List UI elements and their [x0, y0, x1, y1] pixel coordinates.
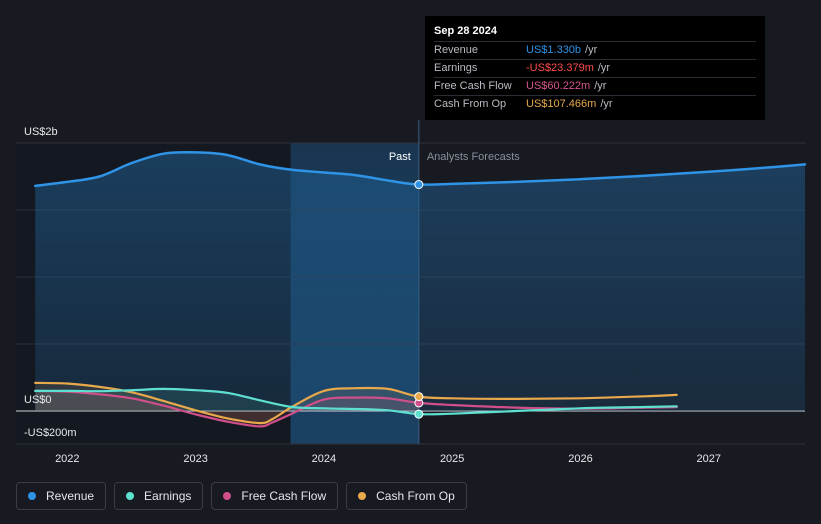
cash-from-op-line — [34, 381, 678, 425]
tooltip-row-earnings: Earnings -US$23.379m /yr — [434, 59, 756, 77]
x-tick-label: 2024 — [312, 453, 336, 465]
tooltip-row-cash-from-op: Cash From Op US$107.466m /yr — [434, 95, 756, 113]
legend-item-earnings[interactable]: Earnings — [114, 482, 204, 510]
x-tick-label: 2027 — [697, 453, 721, 465]
tooltip-row-revenue: Revenue US$1.330b /yr — [434, 41, 756, 59]
tooltip-label: Revenue — [434, 44, 479, 56]
free-cash-flow-dot-icon — [223, 492, 232, 500]
revenue-marker — [414, 180, 424, 190]
chart-canvas: US$2b US$0 -US$200m 2022 2023 2024 2025 2026 202… — [16, 120, 807, 465]
revenue-area — [35, 152, 805, 412]
y-tick-label: US$2b — [24, 126, 58, 138]
x-tick-label: 2026 — [568, 453, 592, 465]
earnings-dot-icon — [126, 492, 135, 500]
legend-label: Free Cash Flow — [241, 489, 327, 503]
free-cash-flow-area — [35, 390, 419, 427]
revenue-line — [33, 150, 807, 188]
tooltip-date: Sep 28 2024 — [434, 25, 497, 37]
tooltip-unit: /yr — [597, 62, 611, 74]
x-tick-label: 2022 — [55, 453, 79, 465]
tooltip-value: US$107.466m — [526, 98, 597, 110]
legend-label: Cash From Op — [376, 489, 455, 503]
x-tick-label: 2025 — [440, 453, 464, 465]
tooltip-unit: /yr — [600, 98, 613, 110]
tooltip-value: -US$23.379m — [526, 62, 594, 74]
past-label: Past — [389, 151, 411, 163]
y-tick-label: US$0 — [24, 394, 52, 406]
tooltip-unit: /yr — [594, 80, 607, 92]
legend-item-revenue[interactable]: Revenue — [16, 482, 107, 510]
legend-label: Earnings — [144, 489, 192, 503]
y-tick-label: -US$200m — [24, 427, 77, 439]
tooltip-label: Cash From Op — [434, 98, 507, 110]
earnings-area — [35, 388, 419, 415]
free-cash-flow-line — [34, 389, 678, 428]
tooltip: Sep 28 2024 Revenue US$1.330b /yr Earnin… — [425, 16, 765, 120]
earnings-line — [34, 387, 678, 416]
tooltip-label: Earnings — [434, 62, 478, 74]
legend-item-cash-from-op[interactable]: Cash From Op — [346, 482, 467, 510]
tooltip-label: Free Cash Flow — [434, 80, 512, 92]
tooltip-value: US$60.222m — [526, 80, 591, 92]
tooltip-unit: /yr — [585, 44, 598, 56]
earnings-marker — [414, 409, 424, 419]
tooltip-row-free-cash-flow: Free Cash Flow US$60.222m /yr — [434, 77, 756, 95]
revenue-dot-icon — [28, 492, 36, 500]
cash-from-op-dot-icon — [358, 492, 367, 500]
forecast-label: Analysts Forecasts — [427, 151, 520, 163]
legend: Revenue Earnings Free Cash Flow Cash Fro… — [16, 482, 467, 510]
x-tick-label: 2023 — [183, 453, 207, 465]
legend-label: Revenue — [46, 489, 95, 503]
tooltip-value: US$1.330b — [526, 44, 582, 56]
cash-from-op-marker — [414, 392, 424, 402]
legend-item-free-cash-flow[interactable]: Free Cash Flow — [211, 482, 339, 510]
